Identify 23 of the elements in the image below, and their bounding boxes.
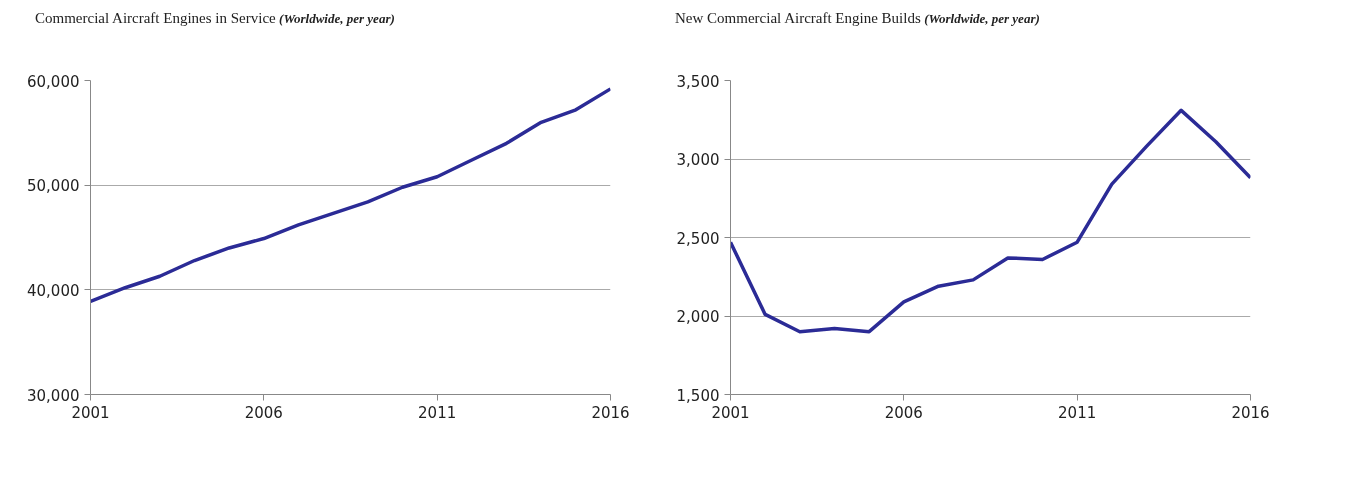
x-tick-label: 2016 bbox=[1231, 403, 1270, 422]
line-series bbox=[730, 108, 1251, 334]
y-tick-label: 30,000 bbox=[27, 386, 80, 405]
chart-subtitle: (Worldwide, per year) bbox=[279, 11, 395, 26]
x-tick-label: 2006 bbox=[244, 403, 283, 422]
y-tick-label: 2,500 bbox=[676, 229, 720, 248]
x-tick-label: 2011 bbox=[418, 403, 457, 422]
chart-title: New Commercial Aircraft Engine Builds bbox=[675, 10, 921, 26]
x-tick-label: 2001 bbox=[711, 403, 750, 422]
y-tick-label: 60,000 bbox=[27, 72, 80, 91]
y-tick-label: 1,500 bbox=[676, 386, 720, 405]
chart-subtitle: (Worldwide, per year) bbox=[924, 11, 1040, 26]
line-series bbox=[90, 87, 611, 304]
y-tick-label: 2,000 bbox=[676, 308, 720, 326]
y-tick-label: 50,000 bbox=[27, 177, 80, 196]
x-tick-label: 2011 bbox=[1058, 403, 1097, 422]
chart-title: Commercial Aircraft Engines in Service bbox=[35, 10, 276, 26]
x-tick-label: 2006 bbox=[884, 403, 923, 422]
x-tick-label: 2016 bbox=[591, 403, 630, 422]
x-tick-label: 2001 bbox=[71, 403, 110, 422]
y-tick-label: 3,000 bbox=[676, 151, 720, 169]
y-tick-label: 3,500 bbox=[676, 72, 720, 91]
y-tick-label: 40,000 bbox=[27, 281, 80, 300]
